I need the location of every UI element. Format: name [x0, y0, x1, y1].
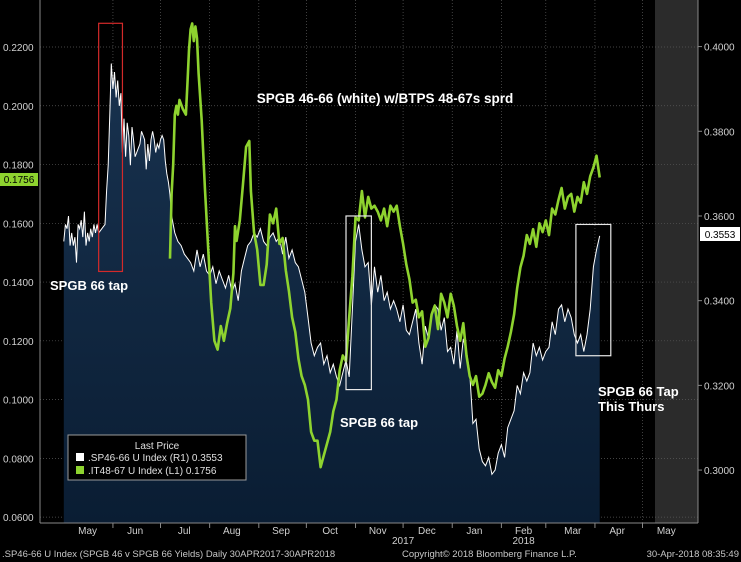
legend-entry-green: .IT48-67 U Index (L1) 0.1756 [88, 466, 217, 477]
highlight-box-may [98, 22, 124, 273]
x-tick-label: Dec [418, 526, 436, 537]
green-series-line [168, 22, 601, 469]
x-tick-label: Feb [515, 526, 533, 537]
legend-swatch-green [76, 466, 84, 474]
right-tick-label: 0.3000 [704, 466, 735, 477]
right-tick-label: 0.4000 [704, 43, 735, 54]
x-tick-label: Sep [272, 526, 290, 537]
x-year-label: 2017 [392, 536, 415, 546]
white-last-value-bg [700, 227, 740, 241]
annotation-thurs-line: This Thurs [598, 399, 664, 414]
green-last-value-text: 0.1756 [4, 175, 35, 186]
right-tick-label: 0.3800 [704, 127, 735, 138]
x-year-label: 2018 [512, 536, 535, 546]
annotation-thurs-line: SPGB 66 Tap [598, 384, 679, 399]
left-tick-label: 0.1000 [3, 396, 34, 407]
right-tick-label: 0.3200 [704, 381, 735, 392]
x-tick-label: Nov [369, 526, 387, 537]
left-tick-label: 0.0600 [3, 513, 34, 524]
left-tick-label: 0.1600 [3, 219, 34, 230]
left-tick-label: 0.2200 [3, 43, 34, 54]
left-tick-label: 0.2000 [3, 102, 34, 113]
legend-title: Last Price [135, 441, 180, 452]
highlight-boxes [98, 22, 612, 391]
legend-box [67, 434, 247, 481]
left-tick-label: 0.0800 [3, 454, 34, 465]
x-tick-label: May [657, 526, 676, 537]
series-line-layer [63, 22, 601, 476]
left-axis-ticks: 0.0600 0.0800 0.1000 0.1200 0.1400 0.1600 0.18… [3, 43, 34, 524]
left-tick-label: 0.1800 [3, 161, 34, 172]
annotation-tap-may: SPGB 66 tap [50, 278, 128, 293]
chart-svg: 0.0600 0.0800 0.1000 0.1200 0.1400 0.1600 0.18… [0, 0, 741, 547]
future-shade [655, 0, 698, 523]
annotation-tap-nov: SPGB 66 tap [340, 415, 418, 430]
legend-swatch-white [76, 453, 84, 461]
x-tick-label: Jul [178, 526, 191, 537]
x-tick-label: Aug [223, 526, 241, 537]
footer-copyright: Copyright© 2018 Bloomberg Finance L.P. [402, 549, 577, 560]
left-tick-label: 0.1200 [3, 337, 34, 348]
x-axis-ticks: May Jun Jul Aug Sep Oct Nov Dec Jan Feb Mar Apr May 2… [78, 523, 676, 547]
left-tick-label: 0.1400 [3, 278, 34, 289]
chart-title: SPGB 46-66 (white) w/BTPS 48-67s sprd [257, 91, 514, 106]
highlight-box-apr [575, 223, 612, 357]
x-tick-label: May [78, 526, 97, 537]
footer-left: .SP46-66 U Index (SPGB 46 v SPGB 66 Yiel… [2, 549, 336, 560]
x-tick-label: Jun [127, 526, 143, 537]
footer-timestamp: 30-Apr-2018 08:35:49 [646, 549, 739, 560]
x-tick-label: Mar [564, 526, 582, 537]
right-tick-label: 0.3400 [704, 297, 735, 308]
white-last-value-text: 0.3553 [705, 230, 736, 241]
right-tick-label: 0.3600 [704, 212, 735, 223]
legend: Last Price .SP46-66 U Index (R1) 0.3553 … [67, 434, 247, 481]
legend-entry-white: .SP46-66 U Index (R1) 0.3553 [88, 453, 223, 464]
green-last-value-tag: 0.1756 [0, 173, 38, 186]
annotation-tap-thurs: SPGB 66 Tap This Thurs [598, 384, 679, 414]
white-last-value-tag: 0.3553 [700, 227, 740, 241]
x-tick-label: Jan [466, 526, 482, 537]
white-series-line [63, 63, 601, 476]
right-axis-ticks: 0.3000 0.3200 0.3400 0.3600 0.3800 0.4000 [698, 43, 735, 477]
series-area-layer [63, 63, 600, 523]
footer: .SP46-66 U Index (SPGB 46 v SPGB 66 Yiel… [0, 546, 741, 562]
x-tick-label: Oct [322, 526, 338, 537]
x-tick-label: Apr [609, 526, 625, 537]
green-last-value-bg [0, 173, 38, 186]
highlight-box-nov [345, 215, 372, 391]
white-series-area [63, 63, 600, 523]
